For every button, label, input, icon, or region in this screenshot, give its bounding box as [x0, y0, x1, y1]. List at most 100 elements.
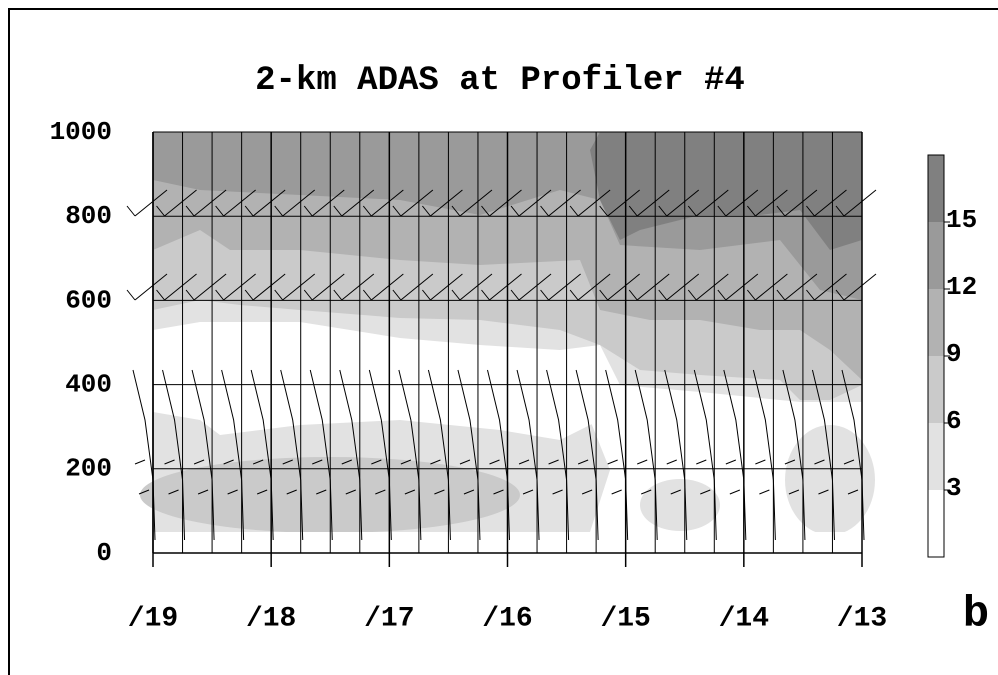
wind-barb	[729, 489, 741, 495]
x-tick-label: /13	[837, 603, 887, 634]
wind-barb	[256, 489, 268, 495]
wind-barb	[666, 273, 700, 301]
wind-barb	[628, 289, 638, 301]
wind-barb	[518, 459, 530, 465]
wind-barb	[459, 273, 493, 301]
wind-barb	[516, 369, 540, 541]
wind-barb	[540, 289, 549, 301]
wind-barb	[548, 189, 581, 217]
wind-barb	[400, 273, 434, 301]
wind-barb	[280, 369, 304, 541]
wind-barb	[814, 459, 825, 465]
wind-barb	[126, 289, 136, 301]
wind-barb	[843, 189, 877, 217]
wind-barb	[493, 489, 504, 495]
colorbar-band	[928, 222, 944, 289]
wind-barb	[666, 459, 677, 465]
wind-barb	[540, 205, 549, 217]
wind-barb	[481, 289, 490, 301]
wind-barb	[628, 205, 638, 217]
wind-barb	[371, 459, 382, 465]
wind-barb	[126, 205, 136, 217]
wind-barb	[223, 189, 256, 217]
wind-barb	[303, 289, 313, 301]
wind-barb	[134, 189, 168, 217]
wind-barb	[835, 205, 845, 217]
wind-barb	[164, 189, 197, 217]
wind-barb	[430, 189, 463, 217]
wind-barb	[457, 369, 481, 541]
wind-barb	[546, 369, 570, 541]
wind-barb	[759, 489, 770, 495]
wind-barb	[634, 369, 658, 541]
wind-barb	[197, 489, 209, 495]
x-tick-label: /19	[128, 603, 178, 634]
wind-barb	[252, 273, 286, 301]
wind-barb	[847, 489, 859, 495]
wind-barb	[548, 273, 581, 301]
wind-barb	[422, 289, 431, 301]
wind-barb	[309, 369, 333, 541]
wind-barb	[605, 369, 629, 541]
colorbar-band	[928, 423, 944, 490]
wind-barb	[843, 459, 855, 465]
wind-barb	[577, 273, 611, 301]
x-tick-label: /17	[364, 603, 414, 634]
wind-barb	[250, 369, 274, 541]
wind-barb	[134, 459, 146, 465]
colorbar-tick-label: 15	[946, 205, 977, 235]
wind-barb	[404, 489, 416, 495]
wind-barb	[274, 289, 284, 301]
colorbar-band	[928, 490, 944, 557]
wind-barb	[221, 369, 245, 541]
wind-barb	[162, 369, 186, 541]
wind-barb	[725, 459, 737, 465]
wind-barb	[575, 369, 599, 541]
colorbar-tick-label: 12	[946, 272, 977, 302]
y-tick-label: 1000	[50, 117, 112, 147]
wind-barb	[333, 289, 343, 301]
wind-barb	[481, 205, 490, 217]
wind-barb	[552, 489, 563, 495]
wind-barb	[311, 273, 345, 301]
wind-barb	[274, 205, 284, 217]
wind-barb	[700, 489, 711, 495]
x-tick-label: /15	[600, 603, 650, 634]
wind-barb	[776, 205, 786, 217]
wind-barb	[227, 489, 238, 495]
wind-barb	[345, 489, 356, 495]
wind-barb	[333, 205, 343, 217]
wind-barb	[341, 459, 352, 465]
wind-barb	[788, 489, 800, 495]
wind-barb	[641, 489, 652, 495]
wind-barb	[215, 289, 225, 301]
contour-band	[640, 479, 720, 531]
wind-barb	[569, 205, 579, 217]
wind-barb	[607, 459, 618, 465]
wind-barb	[244, 205, 254, 217]
wind-barb	[193, 459, 205, 465]
wind-barb	[577, 189, 611, 217]
wind-barb	[723, 369, 747, 541]
wind-barb	[185, 289, 195, 301]
wind-barb	[422, 205, 431, 217]
wind-barb	[400, 189, 434, 217]
y-tick-label: 600	[65, 285, 112, 315]
wind-barb	[156, 205, 165, 217]
wind-barb	[430, 459, 441, 465]
wind-barb	[286, 489, 297, 495]
wind-barb	[487, 369, 510, 541]
wind-barb	[841, 369, 865, 541]
wind-barb	[752, 369, 776, 541]
wind-barb	[548, 459, 559, 465]
frame	[8, 8, 998, 675]
x-tick-label: /14	[719, 603, 769, 634]
wind-barb	[489, 189, 522, 217]
y-tick-label: 800	[65, 201, 112, 231]
wind-barb	[843, 273, 877, 301]
wind-barb	[362, 289, 372, 301]
wind-barb	[607, 189, 640, 217]
wind-barb	[782, 369, 806, 541]
wind-barb	[518, 273, 552, 301]
